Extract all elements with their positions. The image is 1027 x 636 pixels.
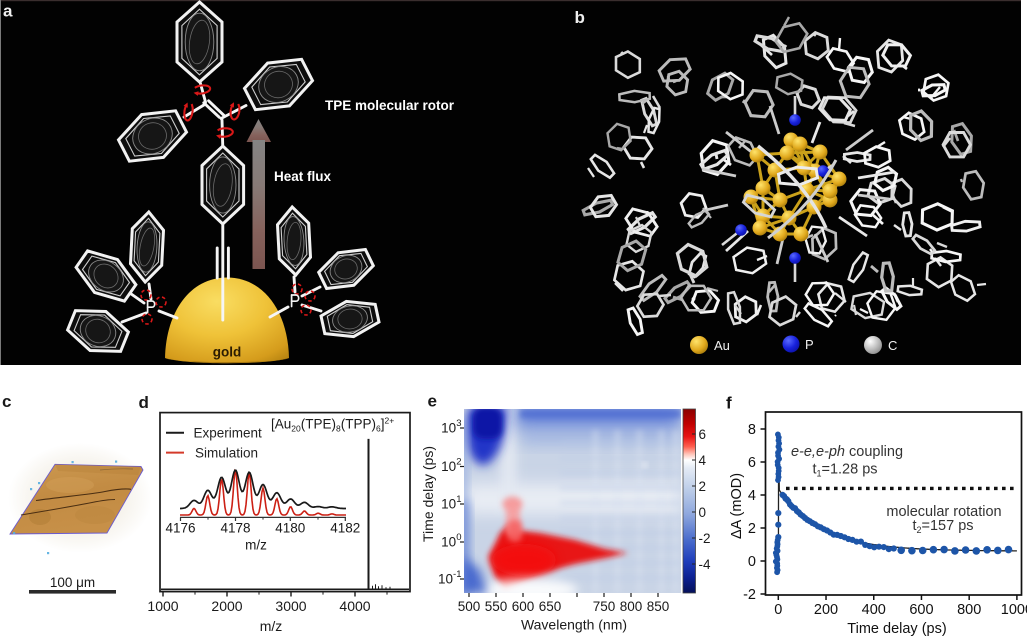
svg-text:2: 2: [699, 479, 707, 494]
svg-text:-4: -4: [699, 557, 711, 572]
svg-text:4182: 4182: [330, 521, 360, 536]
svg-text:550: 550: [485, 599, 508, 614]
svg-text:6: 6: [699, 427, 707, 442]
svg-text:m/z: m/z: [260, 618, 283, 634]
svg-text:m/z: m/z: [245, 538, 267, 553]
svg-text:-2: -2: [699, 531, 711, 546]
svg-text:4: 4: [748, 488, 756, 504]
svg-text:molecular rotation: molecular rotation: [886, 504, 1001, 520]
svg-text:e: e: [428, 392, 437, 411]
svg-text:TPE molecular rotor: TPE molecular rotor: [325, 98, 455, 113]
svg-text:750: 750: [593, 599, 616, 614]
svg-text:Time delay (ps): Time delay (ps): [420, 446, 436, 542]
svg-text:0: 0: [699, 505, 707, 520]
svg-text:0: 0: [748, 554, 756, 570]
svg-text:Heat flux: Heat flux: [274, 169, 332, 184]
svg-text:Simulation: Simulation: [195, 446, 258, 461]
svg-text:850: 850: [647, 599, 670, 614]
svg-text:10-1: 10-1: [438, 569, 461, 587]
svg-text:Au: Au: [714, 338, 730, 353]
svg-text:P: P: [805, 337, 814, 352]
svg-text:Time delay (ps): Time delay (ps): [847, 621, 946, 636]
svg-text:a: a: [3, 2, 13, 21]
svg-text:[Au20(TPE)8(TPP)6]2+: [Au20(TPE)8(TPP)6]2+: [271, 416, 394, 434]
svg-text:e-e,e-ph coupling: e-e,e-ph coupling: [791, 444, 903, 460]
svg-text:600: 600: [512, 599, 535, 614]
svg-text:103: 103: [441, 418, 461, 436]
svg-text:101: 101: [441, 494, 461, 512]
svg-text:6: 6: [748, 455, 756, 471]
svg-text:2000: 2000: [211, 598, 242, 614]
svg-text:ΔA (mOD): ΔA (mOD): [729, 473, 745, 539]
svg-text:200: 200: [814, 602, 838, 618]
svg-text:400: 400: [862, 602, 886, 618]
svg-text:t1=1.28 ps: t1=1.28 ps: [812, 462, 877, 479]
svg-text:4178: 4178: [220, 521, 250, 536]
svg-text:600: 600: [909, 602, 933, 618]
svg-text:-2: -2: [743, 587, 756, 603]
svg-text:500: 500: [458, 599, 481, 614]
svg-text:100: 100: [441, 532, 461, 550]
svg-text:b: b: [575, 8, 585, 27]
svg-text:650: 650: [539, 599, 562, 614]
svg-text:800: 800: [957, 602, 981, 618]
svg-text:8: 8: [748, 422, 756, 438]
svg-text:0: 0: [774, 602, 782, 618]
svg-text:1000: 1000: [1001, 602, 1027, 618]
svg-text:800: 800: [620, 599, 643, 614]
svg-text:Wavelength (nm): Wavelength (nm): [521, 617, 627, 633]
svg-text:d: d: [139, 393, 149, 412]
svg-text:4176: 4176: [165, 521, 195, 536]
svg-text:4180: 4180: [275, 521, 305, 536]
svg-text:4000: 4000: [339, 598, 370, 614]
svg-text:Experiment: Experiment: [194, 426, 263, 441]
svg-text:102: 102: [441, 457, 461, 475]
svg-text:3000: 3000: [275, 598, 306, 614]
svg-text:gold: gold: [213, 345, 242, 360]
svg-text:c: c: [2, 392, 11, 411]
svg-text:1000: 1000: [147, 598, 178, 614]
svg-text:f: f: [726, 394, 732, 413]
svg-text:C: C: [888, 338, 897, 353]
svg-text:2: 2: [748, 521, 756, 537]
svg-text:4: 4: [699, 453, 707, 468]
svg-text:100 μm: 100 μm: [50, 575, 95, 590]
svg-text:t2=157 ps: t2=157 ps: [912, 518, 973, 535]
